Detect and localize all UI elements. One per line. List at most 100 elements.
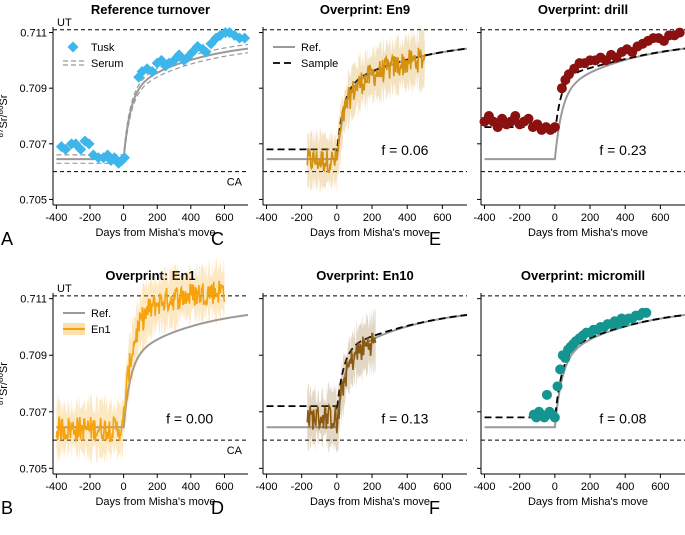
x-tick-label: -200 xyxy=(509,212,531,224)
data-point xyxy=(60,143,72,155)
x-tick-label: 600 xyxy=(433,481,451,493)
x-tick-label: 400 xyxy=(398,212,416,224)
data-point xyxy=(83,138,95,150)
serum-curve-low xyxy=(56,52,248,164)
x-tick-label: 0 xyxy=(334,481,340,493)
x-tick-label: 200 xyxy=(363,212,381,224)
sample-series-line xyxy=(306,332,377,434)
x-tick-label: -200 xyxy=(291,481,313,493)
x-axis-label: Days from Misha's move xyxy=(310,496,430,508)
f-value: f = 0.00 xyxy=(166,410,213,426)
panel-f: Overprint: micromill-400 -200 0 200 400 600Da… xyxy=(429,268,685,518)
sample-series-line xyxy=(55,280,226,443)
x-tick-label: 0 xyxy=(552,212,558,224)
f-value: f = 0.13 xyxy=(381,410,428,426)
x-tick-label: -400 xyxy=(474,212,496,224)
sample-curve xyxy=(484,314,685,420)
y-tick-label: 0.711 xyxy=(20,294,47,306)
data-point xyxy=(118,152,130,164)
ca-label: CA xyxy=(227,177,243,189)
f-value: f = 0.06 xyxy=(381,142,428,158)
x-tick-label: 0 xyxy=(121,212,127,224)
ut-label: UT xyxy=(57,17,72,29)
x-axis-label: Days from Misha's move xyxy=(528,227,648,239)
legend-label: En1 xyxy=(91,324,111,336)
y-tick-label: 0.705 xyxy=(19,194,47,206)
legend-marker-tusk xyxy=(67,41,79,53)
x-tick-label: 400 xyxy=(398,481,416,493)
data-point xyxy=(523,113,534,124)
y-axis-label-part: Sr xyxy=(0,362,10,373)
ca-label: CA xyxy=(227,445,243,457)
y-tick-label: 0.707 xyxy=(19,139,47,151)
x-tick-label: -200 xyxy=(79,481,101,493)
x-tick-label: 200 xyxy=(363,481,381,493)
x-tick-label: 400 xyxy=(616,212,634,224)
data-point xyxy=(75,143,87,155)
x-tick-label: 0 xyxy=(121,481,127,493)
x-tick-label: 0 xyxy=(552,481,558,493)
panel-letter: D xyxy=(211,498,224,518)
panel-title: Overprint: drill xyxy=(538,2,628,17)
x-tick-label: -400 xyxy=(45,212,67,224)
y-axis-label-part: 87 xyxy=(0,128,5,137)
sample-series-line xyxy=(306,47,426,174)
data-point xyxy=(492,122,503,133)
panel-title: Overprint: En1 xyxy=(105,268,195,283)
x-tick-label: 200 xyxy=(581,481,599,493)
x-tick-label: -400 xyxy=(256,212,278,224)
data-point xyxy=(641,307,652,318)
y-tick-label: 0.705 xyxy=(19,463,47,475)
f-value: f = 0.08 xyxy=(599,410,646,426)
data-point xyxy=(239,32,251,44)
y-axis-label-part: Sr/ xyxy=(0,381,10,396)
ut-label: UT xyxy=(57,283,72,295)
y-axis-label-part: Sr/ xyxy=(0,114,10,129)
panel-title: Reference turnover xyxy=(91,2,210,17)
panel-title: Overprint: En10 xyxy=(316,268,414,283)
x-tick-label: 600 xyxy=(215,212,233,224)
x-tick-label: 200 xyxy=(148,481,166,493)
x-axis-label: Days from Misha's move xyxy=(310,227,430,239)
y-axis-label-part: 87 xyxy=(0,395,5,404)
x-tick-label: 600 xyxy=(433,212,451,224)
panel-letter: F xyxy=(429,498,440,518)
data-point xyxy=(555,364,566,375)
data-point xyxy=(549,122,560,133)
x-tick-label: -200 xyxy=(509,481,531,493)
panel-letter: B xyxy=(1,498,13,518)
x-axis-label: Days from Misha's move xyxy=(528,496,648,508)
data-point xyxy=(146,66,158,77)
x-tick-label: -200 xyxy=(79,212,101,224)
x-axis-label: Days from Misha's move xyxy=(95,496,215,508)
x-tick-label: 400 xyxy=(182,481,200,493)
data-point xyxy=(200,46,212,58)
y-axis-label-part: 86 xyxy=(0,373,5,382)
y-tick-label: 0.707 xyxy=(19,407,47,419)
y-tick-label: 0.711 xyxy=(20,28,47,40)
x-tick-label: 200 xyxy=(148,212,166,224)
legend-label: Serum xyxy=(91,58,123,70)
data-point xyxy=(560,353,571,364)
panel-title: Overprint: En9 xyxy=(320,2,410,17)
data-point xyxy=(674,27,685,38)
sample-curve xyxy=(266,314,468,411)
legend-label: Ref. xyxy=(91,308,111,320)
data-point xyxy=(552,381,563,392)
x-tick-label: 600 xyxy=(651,212,669,224)
x-tick-label: -400 xyxy=(45,481,67,493)
x-tick-label: -400 xyxy=(474,481,496,493)
x-tick-label: -400 xyxy=(256,481,278,493)
panel-letter: C xyxy=(211,229,224,249)
legend-label: Tusk xyxy=(91,42,115,54)
y-tick-label: 0.709 xyxy=(19,83,47,95)
data-point xyxy=(549,412,560,423)
f-value: f = 0.23 xyxy=(599,142,646,158)
panel-a: Reference turnover -400 -200 0 200 400 600Days… xyxy=(0,2,251,249)
panel-letter: E xyxy=(429,229,441,249)
legend-label: Sample xyxy=(301,58,338,70)
